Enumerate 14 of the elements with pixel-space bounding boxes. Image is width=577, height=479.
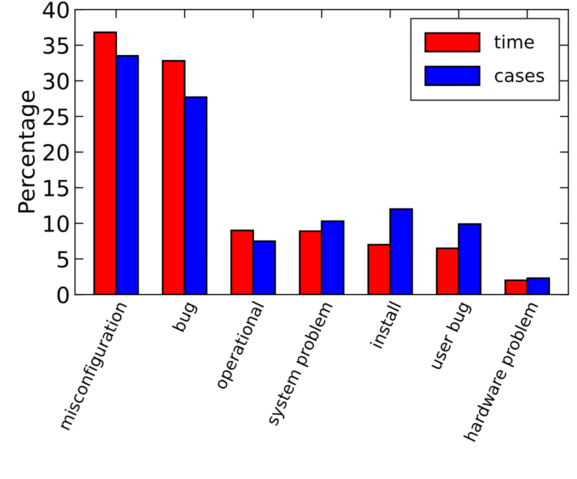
x-tick-label: user bug	[428, 300, 473, 372]
y-axis-title: Percentage	[18, 90, 40, 212]
y-tick-label: 0	[57, 286, 69, 304]
y-tick-label: 20	[44, 144, 69, 161]
legend-label: time	[494, 34, 534, 49]
legend-label: cases	[494, 72, 544, 82]
y-tick-label: 5	[58, 251, 68, 268]
y-tick-label: 25	[44, 108, 68, 126]
y-tick-label: 40	[42, 2, 69, 18]
y-tick-label: 35	[44, 37, 68, 54]
y-tick-label: 30	[44, 72, 69, 90]
y-tick-label: 15	[44, 180, 68, 196]
x-tick-label: bug	[172, 300, 199, 334]
y-tick-label: 10	[44, 215, 69, 232]
